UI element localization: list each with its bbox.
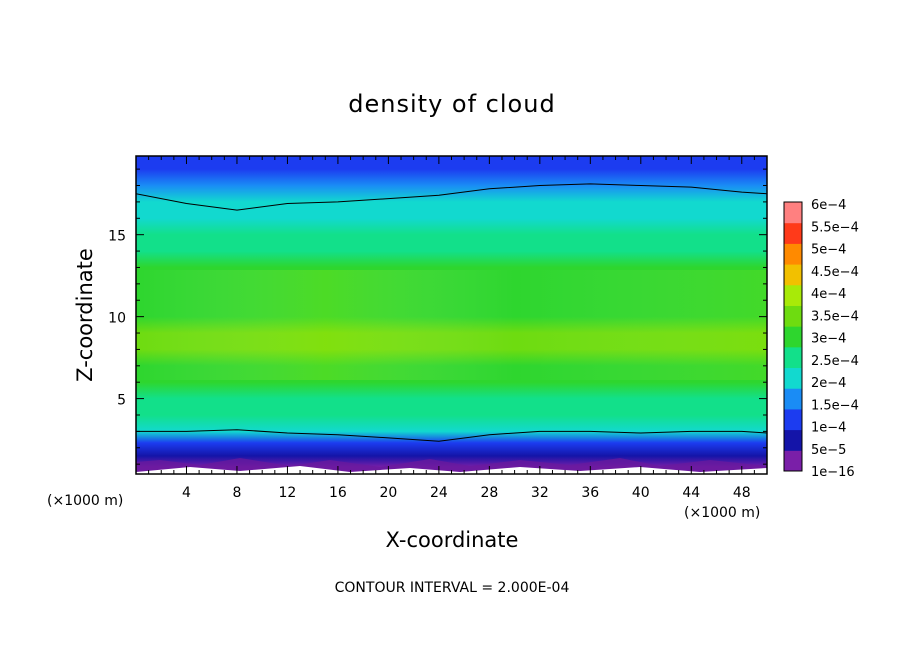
colorbar-label: 3.5e−4 (811, 309, 859, 324)
colorbar-label: 2e−4 (811, 376, 846, 391)
x-tick-label: 44 (682, 485, 700, 501)
colorbar-swatch (784, 450, 802, 472)
contour-interval-label: CONTOUR INTERVAL = 2.000E-04 (335, 580, 570, 596)
x-tick-label: 20 (379, 485, 397, 501)
x-tick-label: 24 (430, 485, 448, 501)
colorbar-label: 1.5e−4 (811, 398, 859, 413)
x-tick-label: 8 (232, 485, 241, 501)
x-unit-label: (×1000 m) (684, 505, 760, 521)
colorbar-label: 5e−4 (811, 243, 846, 258)
x-axis-ticks: 4 8 12 16 20 24 28 32 36 40 44 48 (148, 156, 755, 501)
x-tick-label: 16 (329, 485, 347, 501)
y-axis-ticks: 5 10 15 (108, 168, 767, 465)
colorbar-label: 2.5e−4 (811, 354, 859, 369)
colorbar-swatch (784, 202, 802, 224)
chart-title: density of cloud (348, 90, 555, 118)
colorbar-label: 5e−5 (811, 443, 846, 458)
colorbar-label: 6e−4 (811, 198, 846, 213)
colorbar-swatch (784, 222, 802, 244)
colorbar-label: 4e−4 (811, 287, 846, 302)
x-axis-label: X-coordinate (386, 528, 519, 552)
colorbar-swatch (784, 367, 802, 389)
colorbar-frame (783, 201, 803, 472)
colorbar: 1e−16 5e−5 1e−4 1.5e−4 2e−4 2.5e−4 3e−4 3.5e−4 4… (783, 198, 859, 480)
x-tick-label: 48 (733, 485, 751, 501)
colorbar-swatch (784, 408, 802, 431)
plot-area (136, 156, 767, 474)
colorbar-swatch (784, 388, 802, 410)
y-tick-label: 15 (108, 229, 126, 245)
colorbar-label: 4.5e−4 (811, 265, 859, 280)
y-axis-label: Z-coordinate (73, 248, 97, 382)
x-tick-label: 12 (279, 485, 297, 501)
y-unit-label: (×1000 m) (47, 493, 123, 509)
x-tick-label: 36 (581, 485, 599, 501)
colorbar-label: 1e−16 (811, 465, 855, 480)
colorbar-swatch (784, 305, 802, 327)
colorbar-label: 1e−4 (811, 421, 846, 436)
density-haze (136, 270, 767, 380)
x-tick-label: 32 (531, 485, 549, 501)
x-tick-label: 40 (632, 485, 650, 501)
x-tick-label: 28 (480, 485, 498, 501)
colorbar-swatch (784, 264, 802, 286)
y-tick-label: 10 (108, 311, 126, 327)
contour-line-upper (136, 183, 767, 211)
colorbar-label: 5.5e−4 (811, 220, 859, 235)
x-tick-label: 4 (182, 485, 191, 501)
colorbar-swatch (784, 284, 802, 306)
colorbar-swatch (784, 346, 802, 369)
y-tick-label: 5 (117, 393, 126, 409)
contour-line-lower (136, 429, 767, 442)
colorbar-swatch (784, 429, 802, 451)
colorbar-swatch (784, 326, 802, 348)
colorbar-label: 3e−4 (811, 332, 846, 347)
colorbar-swatch (784, 243, 802, 265)
clear-air (136, 466, 767, 474)
